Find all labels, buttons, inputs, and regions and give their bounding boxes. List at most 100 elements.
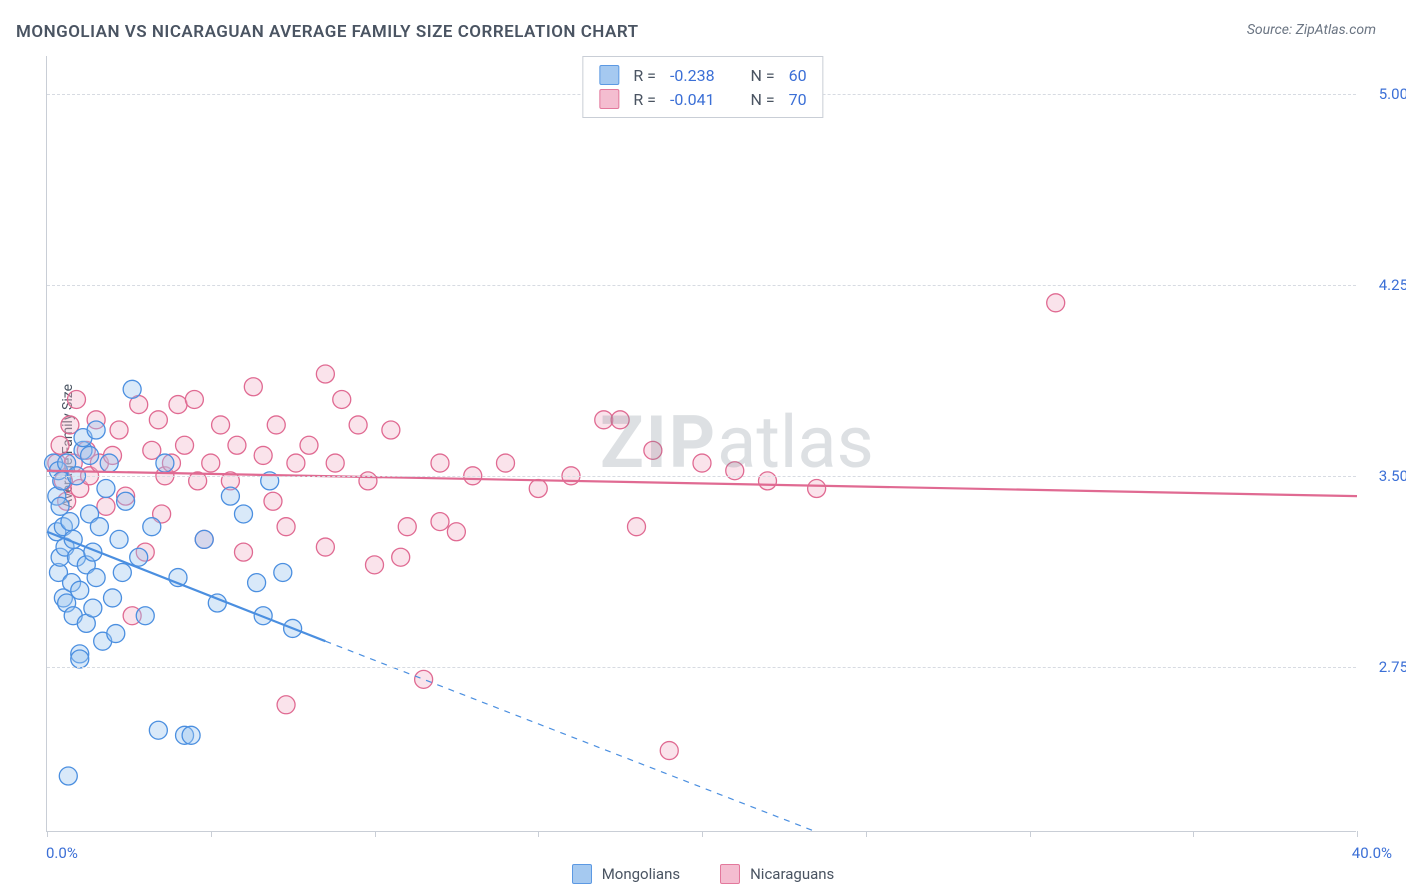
scatter-point — [212, 416, 230, 434]
scatter-point — [235, 505, 253, 523]
scatter-point — [156, 454, 174, 472]
scatter-point — [235, 543, 253, 561]
scatter-point — [107, 625, 125, 643]
scatter-point — [130, 548, 148, 566]
scatter-point — [123, 380, 141, 398]
scatter-point — [254, 446, 272, 464]
scatter-point — [316, 365, 334, 383]
scatter-point — [611, 411, 629, 429]
y-tick-label: 3.50 — [1364, 467, 1406, 485]
scatter-point — [349, 416, 367, 434]
scatter-point — [100, 454, 118, 472]
scatter-point — [431, 513, 449, 531]
scatter-point — [693, 454, 711, 472]
n-value-mongolians: 60 — [789, 66, 807, 85]
scatter-point — [67, 390, 85, 408]
stats-row-mongolians: R = -0.238 N = 60 — [599, 63, 806, 87]
legend-bottom: Mongolians Nicaraguans — [0, 864, 1406, 884]
scatter-point — [326, 454, 344, 472]
scatter-point — [169, 396, 187, 414]
scatter-point — [149, 411, 167, 429]
r-value-nicaraguans: -0.041 — [670, 90, 715, 109]
scatter-point — [333, 390, 351, 408]
x-label-right: 40.0% — [1352, 844, 1392, 862]
scatter-point — [228, 436, 246, 454]
scatter-point — [447, 523, 465, 541]
scatter-point — [415, 670, 433, 688]
scatter-point — [277, 696, 295, 714]
scatter-point — [81, 446, 99, 464]
source-label: Source: ZipAtlas.com — [1247, 22, 1376, 38]
scatter-point — [136, 607, 154, 625]
gridline — [47, 285, 1356, 286]
x-tick — [538, 831, 539, 837]
scatter-point — [726, 462, 744, 480]
x-tick — [702, 831, 703, 837]
scatter-point — [808, 480, 826, 498]
chart-container: MONGOLIAN VS NICARAGUAN AVERAGE FAMILY S… — [0, 0, 1406, 892]
n-label: N = — [751, 66, 775, 85]
scatter-point — [61, 513, 79, 531]
gridline — [47, 476, 1356, 477]
stats-row-nicaraguans: R = -0.041 N = 70 — [599, 87, 806, 111]
scatter-point — [84, 599, 102, 617]
swatch-mongolians — [599, 65, 619, 85]
scatter-point — [382, 421, 400, 439]
scatter-point — [359, 472, 377, 490]
scatter-point — [185, 390, 203, 408]
scatter-point — [497, 454, 515, 472]
scatter-point — [195, 530, 213, 548]
n-value-nicaraguans: 70 — [789, 90, 807, 109]
scatter-point — [110, 421, 128, 439]
legend-label-mongolians: Mongolians — [602, 865, 680, 883]
swatch-nicaraguans — [599, 89, 619, 109]
scatter-point — [110, 530, 128, 548]
r-value-mongolians: -0.238 — [670, 66, 715, 85]
scatter-point — [759, 472, 777, 490]
x-label-left: 0.0% — [46, 844, 78, 862]
scatter-point — [264, 492, 282, 510]
scatter-point — [149, 721, 167, 739]
scatter-point — [221, 487, 239, 505]
scatter-point — [644, 441, 662, 459]
swatch-mongolians — [572, 864, 592, 884]
scatter-point — [182, 726, 200, 744]
n-label: N = — [751, 90, 775, 109]
swatch-nicaraguans — [720, 864, 740, 884]
gridline — [47, 667, 1356, 668]
scatter-point — [71, 650, 89, 668]
scatter-point — [398, 518, 416, 536]
scatter-point — [97, 480, 115, 498]
scatter-point — [287, 454, 305, 472]
scatter-point — [366, 556, 384, 574]
scatter-point — [104, 589, 122, 607]
y-tick-label: 4.25 — [1364, 276, 1406, 294]
x-tick — [1357, 831, 1358, 837]
source-value: ZipAtlas.com — [1296, 22, 1376, 38]
scatter-point — [51, 436, 69, 454]
scatter-point — [97, 497, 115, 515]
regression-line-nicaraguans — [47, 471, 1357, 496]
x-tick — [1193, 831, 1194, 837]
scatter-point — [113, 563, 131, 581]
scatter-point — [316, 538, 334, 556]
scatter-point — [431, 454, 449, 472]
plot-area: 2.753.504.255.00 — [46, 56, 1356, 832]
scatter-point — [244, 378, 262, 396]
legend-item-mongolians: Mongolians — [572, 864, 680, 884]
x-tick — [47, 831, 48, 837]
scatter-point — [87, 569, 105, 587]
scatter-point — [392, 548, 410, 566]
scatter-point — [117, 492, 135, 510]
r-label: R = — [633, 90, 656, 109]
scatter-point — [529, 480, 547, 498]
r-label: R = — [633, 66, 656, 85]
scatter-point — [300, 436, 318, 454]
scatter-point — [202, 454, 220, 472]
scatter-point — [176, 436, 194, 454]
regression-line-mongolians-extrapolated — [325, 641, 816, 832]
x-tick — [866, 831, 867, 837]
scatter-point — [143, 518, 161, 536]
legend-item-nicaraguans: Nicaraguans — [720, 864, 834, 884]
scatter-point — [1047, 294, 1065, 312]
